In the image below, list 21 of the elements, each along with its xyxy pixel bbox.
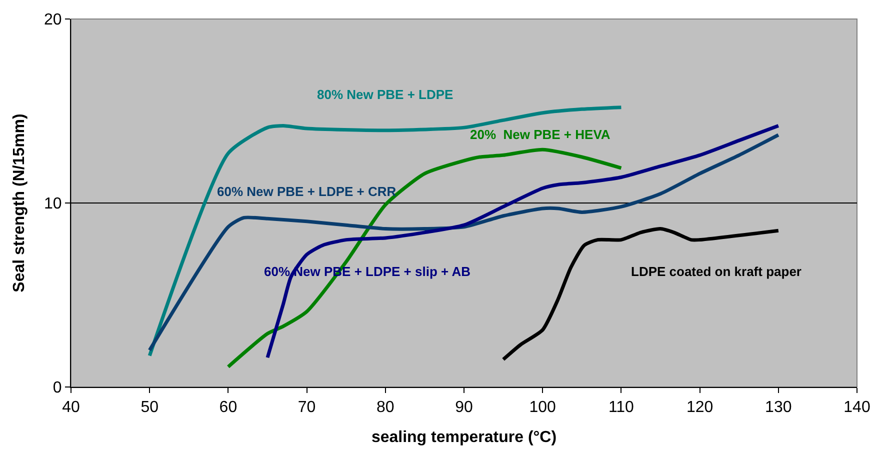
- x-tick-label: 100: [529, 399, 556, 416]
- x-tick-label: 140: [844, 399, 870, 416]
- x-tick-label: 40: [62, 399, 80, 416]
- x-tick-label: 110: [608, 399, 634, 416]
- series-label: 20% New PBE + HEVA: [470, 127, 611, 142]
- x-tick-label: 50: [140, 399, 159, 416]
- text: 80% New PBE + LDPE: [317, 87, 454, 102]
- y-tick-label: 10: [44, 196, 62, 213]
- x-tick-label: 120: [686, 399, 714, 416]
- y-tick-label: 0: [52, 380, 62, 397]
- x-tick-label: 80: [376, 399, 394, 416]
- x-tick-label: 70: [298, 399, 316, 416]
- line-series: [148, 106, 623, 358]
- x-tick-label: 60: [219, 399, 238, 416]
- x-tick-label: 130: [765, 399, 792, 416]
- x-tick-label: 90: [455, 399, 473, 416]
- series-label: LDPE coated on kraft paper: [631, 264, 802, 279]
- text: 60% New PBE + LDPE + CRR: [217, 184, 397, 199]
- y-axis-title: Seal strength (N/15mm): [10, 114, 28, 292]
- y-tick-label: 20: [44, 12, 62, 29]
- x-axis-title: sealing temperature (°C): [371, 428, 557, 446]
